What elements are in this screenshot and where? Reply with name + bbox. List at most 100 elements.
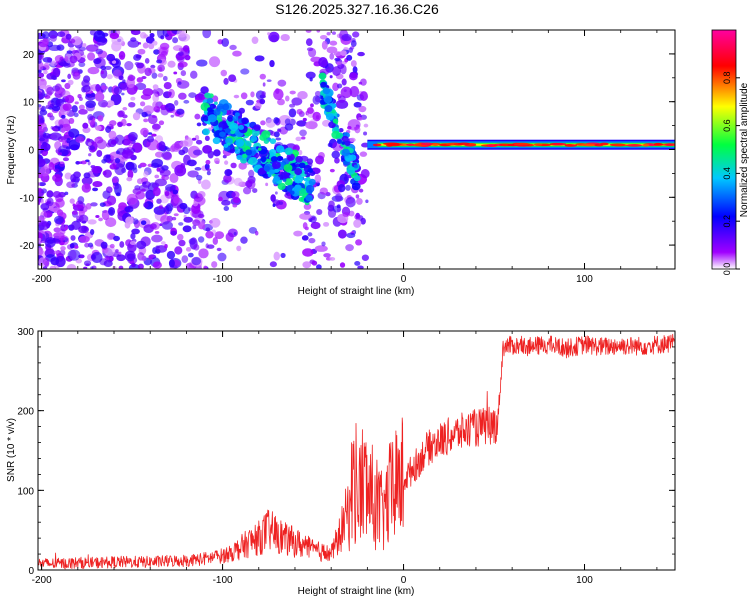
- carrier-peak: [552, 142, 567, 146]
- noise-blob: [51, 75, 57, 80]
- noise-blob: [203, 265, 208, 269]
- noise-blob: [124, 61, 134, 71]
- noise-blob: [85, 93, 91, 97]
- noise-blob: [172, 37, 179, 44]
- noise-blob: [56, 44, 65, 51]
- noise-blob: [301, 136, 306, 140]
- noise-blob: [319, 187, 329, 195]
- noise-blob: [38, 173, 44, 178]
- noise-blob: [78, 61, 86, 67]
- snr-x-tick-label: 100: [576, 575, 593, 586]
- noise-blob: [59, 249, 66, 256]
- noise-blob: [161, 175, 165, 180]
- noise-blob: [321, 241, 326, 247]
- noise-blob: [296, 108, 303, 115]
- noise-blob: [200, 220, 206, 225]
- snr-x-tick-label: 0: [401, 575, 407, 586]
- noise-blob: [274, 191, 278, 195]
- streak-blob: [263, 165, 270, 171]
- noise-blob: [174, 100, 179, 106]
- noise-blob: [161, 221, 173, 230]
- noise-blob: [334, 57, 341, 62]
- noise-blob: [240, 236, 248, 244]
- noise-blob: [131, 262, 136, 268]
- noise-blob: [155, 109, 161, 113]
- streak-blob: [294, 175, 304, 184]
- noise-blob: [127, 169, 134, 179]
- noise-blob: [354, 213, 361, 220]
- noise-blob: [302, 248, 314, 257]
- streak-blob: [204, 92, 211, 99]
- noise-blob: [113, 86, 123, 95]
- noise-blob: [178, 239, 186, 247]
- noise-blob: [345, 196, 356, 208]
- noise-blob: [151, 182, 160, 189]
- snr-y-tick-label: 200: [17, 407, 34, 418]
- noise-blob: [157, 64, 165, 72]
- noise-blob: [232, 196, 241, 204]
- noise-blob: [86, 138, 91, 142]
- noise-blob: [67, 249, 81, 261]
- noise-blob: [106, 142, 112, 148]
- noise-blob: [170, 143, 182, 152]
- noise-blob: [314, 174, 322, 184]
- spectrogram-x-label: Height of straight line (km): [298, 286, 415, 297]
- noise-blob: [315, 155, 325, 165]
- noise-blob: [164, 244, 168, 249]
- noise-blob: [40, 188, 47, 194]
- noise-blob: [305, 121, 318, 130]
- noise-blob: [84, 242, 90, 248]
- carrier-peak: [501, 143, 509, 147]
- noise-blob: [77, 161, 83, 165]
- noise-blob: [55, 198, 65, 208]
- noise-blob: [361, 142, 370, 148]
- noise-blob: [183, 99, 190, 104]
- noise-blob: [176, 108, 185, 115]
- noise-blob: [341, 33, 352, 42]
- noise-blob: [88, 153, 92, 157]
- noise-blob: [82, 122, 89, 129]
- noise-blob: [334, 157, 340, 164]
- carrier-peak: [653, 142, 663, 146]
- noise-blob: [359, 91, 368, 101]
- noise-blob: [60, 246, 66, 251]
- streak-blob: [223, 143, 229, 148]
- noise-blob: [130, 232, 136, 240]
- noise-blob: [299, 213, 312, 220]
- streak-blob: [207, 114, 217, 123]
- noise-blob: [270, 194, 276, 202]
- snr-y-ticks: 0 100 200 300: [17, 327, 675, 577]
- noise-blob: [136, 62, 144, 69]
- noise-blob: [296, 120, 307, 127]
- noise-blob: [172, 189, 179, 195]
- streak-blob: [229, 122, 239, 131]
- spectrogram-y-tick-label: 10: [23, 98, 35, 109]
- streak-blob: [289, 190, 295, 195]
- noise-blob: [173, 213, 179, 217]
- noise-blob: [66, 137, 71, 144]
- noise-blob: [148, 43, 155, 50]
- noise-blob: [308, 47, 317, 58]
- noise-blob: [270, 130, 276, 137]
- noise-blob: [144, 57, 150, 64]
- carrier-peak: [372, 143, 382, 147]
- noise-blob: [293, 230, 303, 237]
- noise-blob: [106, 74, 113, 80]
- noise-blob: [38, 249, 42, 253]
- noise-blob: [193, 243, 200, 251]
- noise-blob: [128, 131, 138, 142]
- noise-blob: [302, 222, 308, 230]
- noise-blob: [273, 88, 284, 101]
- noise-blob: [119, 82, 129, 91]
- noise-blob: [140, 127, 149, 136]
- spectrogram-y-ticks: -20 -10 0 10 20: [20, 29, 675, 270]
- noise-blob: [44, 95, 51, 99]
- snr-frame: [37, 330, 676, 571]
- noise-blob: [289, 103, 296, 108]
- noise-blob: [211, 261, 218, 268]
- noise-blob: [53, 250, 59, 255]
- noise-blob: [39, 85, 48, 90]
- streak-blob: [308, 178, 316, 186]
- noise-blob: [266, 79, 272, 82]
